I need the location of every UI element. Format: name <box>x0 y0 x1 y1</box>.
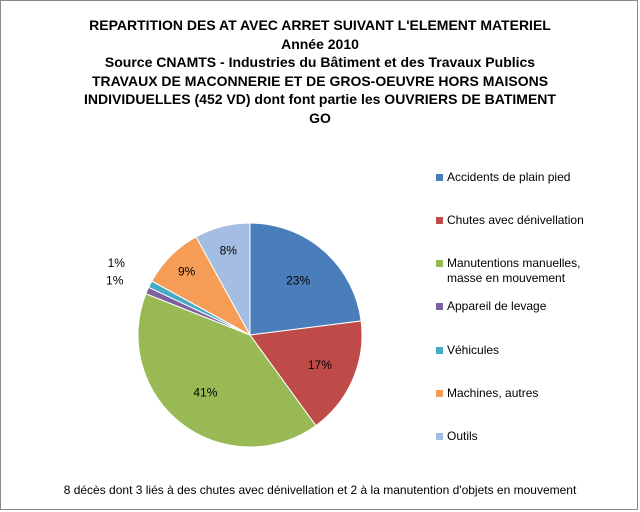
title-line-1: REPARTITION DES AT AVEC ARRET SUIVANT L'… <box>89 17 551 33</box>
legend-swatch <box>436 347 443 354</box>
pie-slice <box>137 293 317 448</box>
slice-data-label: 23% <box>286 273 310 287</box>
legend-label: Outils <box>447 429 478 443</box>
title-line-4: TRAVAUX DE MACONNERIE ET DE GROS-OEUVRE … <box>91 72 549 89</box>
chart-title: REPARTITION DES AT AVEC ARRET SUIVANT L'… <box>0 16 640 127</box>
pie-slice <box>249 320 363 427</box>
legend-label: Accidents de plain pied <box>447 170 571 184</box>
legend-label: Chutes avec dénivellation <box>447 213 584 227</box>
slice-data-label: 1% <box>108 256 126 270</box>
slice-data-label: 41% <box>193 386 217 400</box>
legend-swatch <box>436 174 443 181</box>
legend-swatch <box>436 303 443 310</box>
legend-swatch <box>436 433 443 440</box>
legend-label: Machines, autres <box>447 386 539 400</box>
legend-label: Appareil de levage <box>447 299 547 313</box>
title-line-2: Année 2010 <box>281 35 359 52</box>
slice-data-label: 1% <box>106 274 124 288</box>
title-line-3: Source CNAMTS - Industries du Bâtiment e… <box>104 54 536 70</box>
slice-data-label: 8% <box>220 243 238 257</box>
legend-swatch <box>436 217 443 224</box>
title-line-5: INDIVIDUELLES (452 VD) dont font partie … <box>84 91 556 107</box>
pie-slice <box>249 222 362 336</box>
pie-slice <box>195 222 251 336</box>
legend-swatch <box>436 390 443 397</box>
title-line-6: GO <box>309 109 331 126</box>
slice-data-label: 9% <box>178 265 196 279</box>
slice-data-label: 17% <box>308 358 332 372</box>
legend-swatch <box>436 260 443 267</box>
footnote: 8 décès dont 3 liés à des chutes avec dé… <box>63 483 577 497</box>
legend-label: Véhicules <box>447 343 500 357</box>
legend-label: Manutentions manuelles, masse en mouvemen… <box>447 256 581 285</box>
